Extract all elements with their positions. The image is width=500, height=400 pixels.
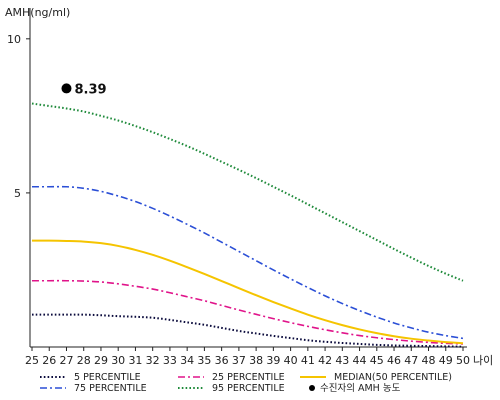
legend-label-p50: MEDIAN(50 PERCENTILE) xyxy=(334,372,452,383)
x-tick-label: 45 xyxy=(370,354,384,367)
x-tick-label: 42 xyxy=(318,354,332,367)
x-tick-label: 38 xyxy=(249,354,263,367)
series-line-p25 xyxy=(31,279,464,345)
x-tick-label: 36 xyxy=(215,354,229,367)
x-tick-label: 49 xyxy=(439,354,453,367)
x-tick-label: 28 xyxy=(77,354,91,367)
y-tick-label: 10 xyxy=(7,33,21,46)
x-tick-label: 47 xyxy=(404,354,418,367)
x-tick-label: 44 xyxy=(353,354,367,367)
x-tick-label: 25 xyxy=(25,354,39,367)
x-tick-label: 37 xyxy=(232,354,246,367)
legend-label-p95: 95 PERCENTILE xyxy=(212,383,285,394)
legend-label-p25: 25 PERCENTILE xyxy=(212,372,285,383)
series-line-p75 xyxy=(31,185,464,340)
patient-value-label: 8.39 xyxy=(74,82,106,97)
x-tick-label: 41 xyxy=(301,354,315,367)
x-tick-label: 35 xyxy=(197,354,211,367)
x-tick-label: 27 xyxy=(59,354,73,367)
patient-point xyxy=(61,83,72,94)
x-tick-label: 48 xyxy=(422,354,436,367)
x-tick-label: 29 xyxy=(94,354,108,367)
legend-label-p75: 75 PERCENTILE xyxy=(74,383,147,394)
x-tick-label: 34 xyxy=(180,354,194,367)
x-axis-title: 나이 xyxy=(473,354,493,367)
x-tick-label: 31 xyxy=(128,354,142,367)
legend-label-patient: 수진자의 AMH 농도 xyxy=(320,383,401,394)
x-tick-label: 33 xyxy=(163,354,177,367)
x-tick-label: 39 xyxy=(266,354,280,367)
y-tick-label: 5 xyxy=(14,187,21,200)
series-line-p50 xyxy=(31,239,464,345)
x-tick-label: 50 xyxy=(456,354,470,367)
x-tick-label: 26 xyxy=(42,354,56,367)
chart-legend: 5 PERCENTILE 25 PERCENTILE MEDIAN(50 PERCE… xyxy=(40,372,452,394)
x-tick-label: 43 xyxy=(335,354,349,367)
x-tick-label: 32 xyxy=(146,354,160,367)
legend-label-p5: 5 PERCENTILE xyxy=(74,372,141,383)
y-axis-title: AMH(ng/ml) xyxy=(5,6,70,19)
patient-layer: 8.39 xyxy=(61,82,107,97)
series-layer xyxy=(31,102,464,348)
x-tick-label: 30 xyxy=(111,354,125,367)
legend-marker-patient xyxy=(309,385,315,391)
series-line-p5 xyxy=(31,313,464,348)
x-tick-label: 40 xyxy=(284,354,298,367)
series-line-p95 xyxy=(31,102,464,282)
x-tick-label: 46 xyxy=(387,354,401,367)
